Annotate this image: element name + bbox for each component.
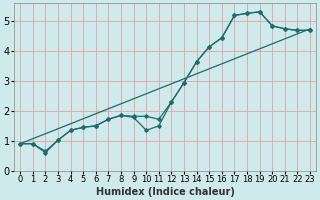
X-axis label: Humidex (Indice chaleur): Humidex (Indice chaleur) bbox=[96, 187, 235, 197]
